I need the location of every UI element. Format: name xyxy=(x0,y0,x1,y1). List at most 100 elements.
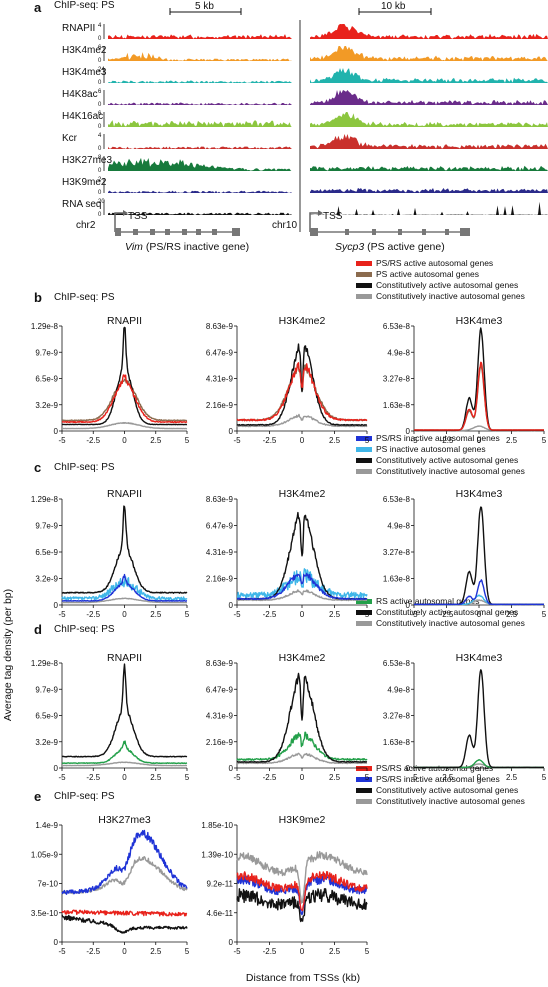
y-tick-label: 0 xyxy=(229,427,234,436)
y-tick-label: 0 xyxy=(54,427,59,436)
y-tick-label: 4.6e-11 xyxy=(206,909,233,918)
legend-swatch xyxy=(356,788,372,793)
legend-swatch xyxy=(356,436,372,441)
track-label: RNA seq xyxy=(62,199,101,210)
legend-swatch xyxy=(356,469,372,474)
x-tick-label: -2.5 xyxy=(440,773,454,782)
y-tick-label: 0 xyxy=(406,427,411,436)
series-line xyxy=(236,850,368,904)
y-tick-label: 7e-10 xyxy=(38,880,59,889)
x-tick-label: 5 xyxy=(185,947,190,956)
track-label: H4K8ac xyxy=(62,89,98,100)
chart-title: H3K4me2 xyxy=(279,652,326,664)
y-tick-label: 2.16e-9 xyxy=(206,575,234,584)
series-line xyxy=(61,505,188,594)
series-line xyxy=(413,579,545,606)
x-tick-label: 0 xyxy=(300,436,305,445)
track-label: H4K16ac xyxy=(62,111,103,122)
x-axis-label: Distance from TSSs (kb) xyxy=(246,972,360,984)
chart-b-h3k4me3: H3K4me3 0 1.63e-8 3.27e-8 4.9e-8 6.53e-8 -5 -2.… xyxy=(383,315,547,445)
x-tick-label: -2.5 xyxy=(86,436,100,445)
track-kcr: Kcr 4 0 xyxy=(62,133,548,152)
legend-label: PS/RS inactive autosomal genes xyxy=(376,433,500,443)
x-tick-label: 5 xyxy=(365,610,370,619)
x-tick-label: 5 xyxy=(365,947,370,956)
legend-label: RS active autosomal genes xyxy=(376,596,479,606)
x-tick-label: 2.5 xyxy=(329,773,341,782)
series-line xyxy=(236,413,368,428)
series-line xyxy=(61,573,188,602)
chart-title: H3K4me3 xyxy=(456,652,503,664)
series-line xyxy=(413,669,545,769)
y-tick-label: 9.2e-11 xyxy=(206,880,233,889)
track-signal-left xyxy=(108,80,292,83)
track-label: H3K27me3 xyxy=(62,155,112,166)
y-tick-label: 4.9e-8 xyxy=(387,685,410,694)
track-signal-left xyxy=(108,120,292,127)
legend-label: PS active autosomal genes xyxy=(376,269,479,279)
track-signal-left xyxy=(108,52,292,61)
chart-e-h3k9me2: H3K9me2 0 4.6e-11 9.2e-11 1.39e-10 1.85e-10 -5… xyxy=(201,814,369,956)
chart-c-h3k4me2: H3K4me2 0 2.16e-9 4.31e-9 6.47e-9 8.63e-9 -5 -2… xyxy=(206,488,370,619)
y-tick-label: 3.2e-9 xyxy=(35,401,58,410)
y-tick-label: 6.47e-9 xyxy=(206,522,234,531)
x-tick-label: 2.5 xyxy=(506,436,518,445)
legend-swatch xyxy=(356,799,372,804)
series-line xyxy=(61,378,188,422)
legend-label: PS/RS active autosomal genes xyxy=(376,258,493,268)
track-scale-max: 6 xyxy=(98,111,102,117)
track-scale-max: 6 xyxy=(98,89,102,95)
legend-swatch xyxy=(356,272,372,277)
chart-e-h3k27me3: H3K27me3 0 3.5e-10 7e-10 1.05e-9 1.4e-9 -5 -2.5… xyxy=(31,814,190,956)
track-signal-right xyxy=(310,165,548,171)
series-line xyxy=(61,421,188,430)
track-scale-max: 24 xyxy=(98,67,105,73)
track-signal-right xyxy=(310,201,548,215)
series-line xyxy=(236,731,368,761)
series-line xyxy=(236,888,368,923)
legend-swatch xyxy=(356,599,372,604)
x-tick-label: -5 xyxy=(233,610,241,619)
x-tick-label: 0 xyxy=(300,947,305,956)
chart-b-rnapii: RNAPII 0 3.2e-9 6.5e-9 9.7e-9 1.29e-8 -5 -2.5 0 2… xyxy=(31,315,190,445)
legend-swatch xyxy=(356,283,372,288)
y-tick-label: 2.16e-9 xyxy=(206,401,234,410)
tss-arrowhead-left-icon xyxy=(123,210,128,216)
y-tick-label: 6.5e-9 xyxy=(35,548,58,557)
x-tick-label: 5 xyxy=(365,436,370,445)
x-tick-label: -2.5 xyxy=(263,947,277,956)
track-scale-zero: 0 xyxy=(98,58,102,64)
y-tick-label: 0 xyxy=(406,764,411,773)
track-scale-zero: 0 xyxy=(98,102,102,108)
track-signal-left xyxy=(108,157,292,171)
legend-swatch xyxy=(356,621,372,626)
y-tick-label: 1.29e-8 xyxy=(31,659,59,668)
track-scale-max: 20 xyxy=(98,199,105,205)
legend-label: Constitutively active autosomal genes xyxy=(376,280,518,290)
track-signal-left xyxy=(108,146,292,149)
legend-swatch xyxy=(356,447,372,452)
legend-d: RS active autosomal genesConstitutively … xyxy=(356,596,525,628)
x-tick-label: -5 xyxy=(58,773,66,782)
x-tick-label: 0 xyxy=(122,436,127,445)
series-line xyxy=(236,572,368,601)
track-label: H3K4me2 xyxy=(62,45,107,56)
x-tick-label: 5 xyxy=(542,610,547,619)
panel-c-letter: c xyxy=(34,460,41,475)
x-tick-label: -5 xyxy=(233,436,241,445)
y-tick-label: 1.39e-10 xyxy=(201,850,233,859)
series-line xyxy=(61,761,188,767)
track-signal-right xyxy=(310,187,548,193)
y-tick-label: 4.31e-9 xyxy=(206,712,234,721)
y-tick-label: 4.31e-9 xyxy=(206,375,234,384)
legend-swatch xyxy=(356,458,372,463)
y-tick-label: 0 xyxy=(406,601,411,610)
track-signal-right xyxy=(310,46,548,61)
track-scale-zero: 0 xyxy=(98,168,102,174)
